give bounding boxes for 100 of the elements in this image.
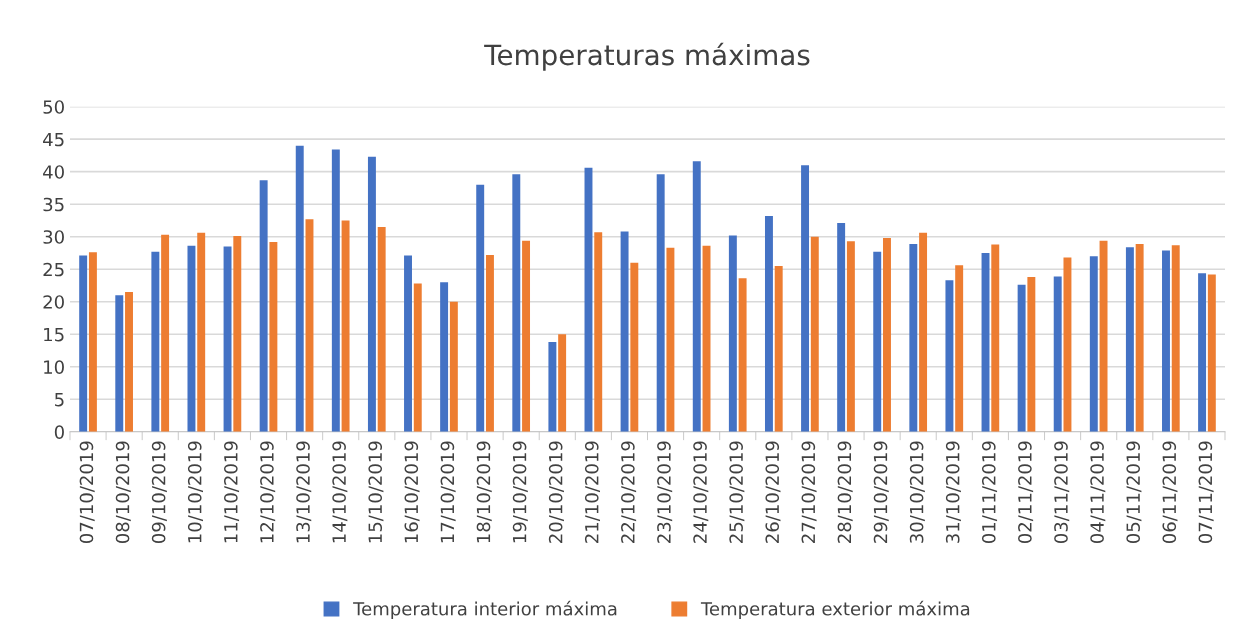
x-tick-label: 08/10/2019	[115, 441, 131, 544]
bar	[1125, 247, 1134, 432]
bar	[259, 180, 268, 432]
bar	[233, 236, 242, 432]
bar	[295, 145, 304, 432]
x-tick-label: 12/10/2019	[260, 441, 276, 543]
x-tick-label: 09/10/2019	[151, 441, 167, 544]
x-tick-label: 30/10/2019	[909, 441, 925, 543]
bar	[115, 295, 124, 432]
bar	[764, 215, 773, 432]
x-tick-label: 28/10/2019	[837, 441, 853, 543]
x-tick-label: 23/10/2019	[657, 441, 673, 543]
bar	[449, 301, 458, 432]
y-tick-label: 10	[44, 360, 64, 374]
bar	[846, 241, 855, 432]
y-tick-label: 5	[55, 392, 64, 407]
bar	[1207, 274, 1216, 432]
bar	[666, 247, 675, 432]
x-tick-label: 01/11/2019	[981, 441, 998, 544]
y-tick-label: 50	[43, 100, 64, 114]
bar	[837, 223, 846, 432]
x-tick-label: 22/10/2019	[621, 441, 637, 543]
bar	[1162, 250, 1170, 432]
bar	[630, 262, 639, 432]
chart-title: Temperaturas máximas	[484, 42, 810, 71]
bar	[413, 283, 422, 432]
bar	[161, 234, 170, 432]
bar	[476, 184, 485, 432]
bar	[1089, 256, 1098, 432]
x-tick-label: 03/11/2019	[1054, 441, 1070, 544]
bar	[485, 254, 494, 432]
x-tick-label: 05/11/2019	[1126, 441, 1142, 544]
bar	[1135, 243, 1144, 432]
bar	[223, 246, 232, 432]
bar	[151, 251, 160, 432]
bar	[377, 226, 386, 432]
y-tick-label: 30	[43, 230, 64, 244]
bar	[197, 232, 206, 432]
x-tick-label: 29/10/2019	[873, 441, 889, 543]
bar	[774, 265, 783, 432]
bar	[919, 232, 928, 432]
y-tick-label: 45	[43, 132, 64, 147]
bar	[955, 265, 964, 432]
legend-label: Temperatura exterior máxima	[700, 600, 970, 620]
y-tick-label: 0	[54, 425, 64, 439]
bar	[522, 240, 531, 432]
bar	[1099, 240, 1108, 432]
y-tick-label: 40	[43, 165, 64, 179]
x-tick-label: 15/10/2019	[368, 441, 384, 543]
x-tick-label: 11/10/2019	[224, 441, 240, 543]
x-tick-label: 18/10/2019	[476, 441, 492, 543]
x-tick-label: 21/10/2019	[584, 441, 601, 543]
x-tick-label: 16/10/2019	[404, 441, 420, 543]
bar	[656, 174, 665, 432]
bar	[88, 252, 97, 432]
bar	[125, 292, 133, 432]
x-tick-label: 14/10/2019	[332, 441, 348, 543]
x-tick-label: 07/10/2019	[79, 441, 95, 544]
bar	[440, 282, 449, 432]
x-tick-label: 06/11/2019	[1162, 441, 1178, 544]
bar	[1171, 245, 1180, 432]
x-tick-label: 02/11/2019	[1018, 441, 1034, 544]
bar	[1027, 277, 1036, 432]
bar	[991, 244, 1000, 432]
x-tick-label: 07/11/2019	[1198, 441, 1214, 544]
bar	[548, 342, 557, 432]
bar	[810, 236, 819, 432]
bar	[801, 165, 810, 432]
legend-label: Temperatura interior máxima	[353, 600, 617, 620]
bar	[1017, 284, 1026, 432]
x-tick-label: 27/10/2019	[801, 441, 817, 543]
x-tick-label: 04/11/2019	[1090, 441, 1106, 544]
x-tick-label: 26/10/2019	[765, 441, 781, 543]
bar	[404, 255, 412, 432]
bar	[692, 161, 701, 432]
bar	[873, 251, 882, 432]
bar	[1063, 257, 1072, 432]
y-tick-label: 35	[43, 197, 64, 212]
x-tick-label: 19/10/2019	[512, 441, 528, 543]
y-tick-label: 20	[43, 295, 64, 309]
y-tick-label: 15	[44, 327, 64, 342]
bar	[594, 232, 603, 432]
x-tick-label: 31/10/2019	[945, 441, 961, 543]
x-tick-label: 25/10/2019	[729, 441, 745, 543]
x-tick-label: 17/10/2019	[440, 441, 456, 543]
bar	[367, 156, 376, 432]
bar	[1053, 276, 1062, 432]
x-tick-label: 10/10/2019	[187, 441, 203, 543]
x-tick-label: 24/10/2019	[693, 441, 709, 543]
bar	[187, 245, 196, 432]
bar	[331, 149, 340, 432]
bar	[738, 278, 747, 432]
bar	[558, 334, 567, 432]
bar	[945, 280, 954, 432]
bar	[341, 220, 350, 432]
bar	[269, 241, 278, 432]
bar	[883, 238, 891, 432]
bar	[728, 235, 737, 432]
x-tick-label: 13/10/2019	[296, 441, 312, 543]
bar	[1198, 273, 1207, 432]
